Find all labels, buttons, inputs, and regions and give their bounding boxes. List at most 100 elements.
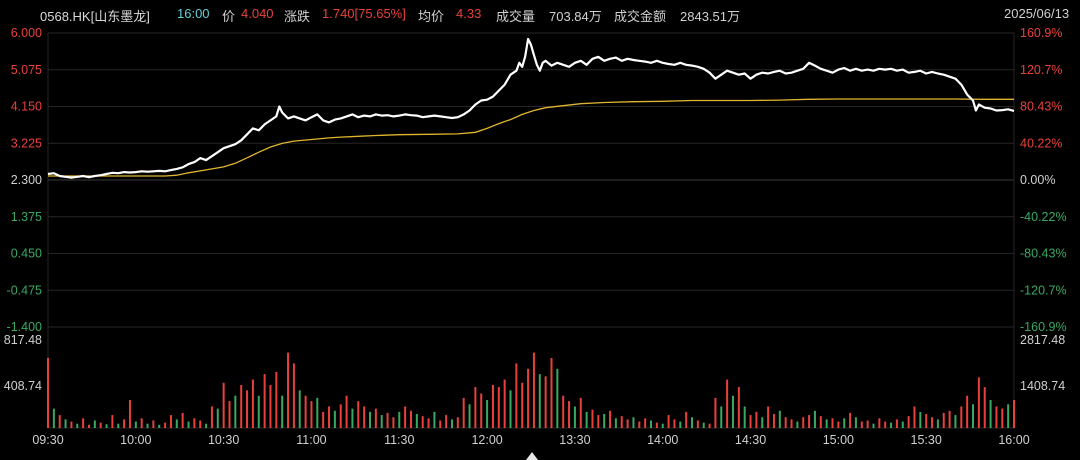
volume-bar [468,404,471,428]
percent-tick-label: 120.7% [1020,63,1062,77]
volume-bar [216,408,219,428]
volume-bar [831,418,834,428]
volume-bar [328,406,331,428]
volume-bar [181,412,184,428]
volume-bar [64,419,67,428]
avg-value: 4.33 [456,6,482,21]
volume-bar [960,406,963,428]
volume-bar [246,390,249,428]
time-tick-label: 15:30 [911,433,942,447]
volume-bar [632,417,635,428]
volume-bar [895,419,898,428]
right-percent-axis: 160.9% 120.7% 80.43% 40.22% 0.00% -40.22% -80.… [1020,26,1067,334]
volume-bar [99,422,102,428]
price-label: 价 [222,9,236,24]
volume-bar [322,411,325,428]
volume-bar [931,417,934,428]
volume-bar [901,421,904,428]
volume-bar [257,395,260,428]
volume-bar [427,418,430,428]
volume-bar [503,379,506,428]
volume-bar [1013,400,1015,428]
quote-header: 0568.HK[山东墨龙] 16:00 价 4.040 涨跌 1.740[75.… [0,0,1080,24]
price-tick-label: 5.075 [11,63,42,77]
volume-bar [486,400,489,428]
volume-bar [404,406,407,428]
volume-bar [275,372,278,428]
time-tick-label: 11:30 [384,433,414,447]
volume-bar [878,418,881,428]
volume-bar [1001,408,1004,428]
time-tick-label: 14:00 [647,433,678,447]
volume-bar [439,420,442,428]
volume-bar [966,395,969,428]
volume-bar [210,406,213,428]
time-tick-label: 10:00 [120,433,151,447]
volume-tick-label: 1408.74 [1020,379,1065,393]
volume-bar [128,400,131,428]
volume-bar [544,376,547,428]
volume-bar [673,419,676,428]
quote-time: 16:00 [177,6,210,21]
time-tick-label: 12:00 [471,433,502,447]
volume-bar [538,374,541,428]
volume-bar [345,395,348,428]
volume-bar [70,421,73,428]
volume-bar [450,419,453,428]
volume-bar [650,420,653,428]
volume-bar [152,420,155,428]
volume-bar [117,423,120,428]
volume-bar [837,421,840,428]
volume-bar [281,395,284,428]
stock-symbol[interactable]: 0568.HK[山东墨龙] [40,9,150,24]
volume-bar [509,390,512,428]
volume-bar [696,420,699,428]
volume-bar [140,418,143,428]
volume-bar [456,417,459,428]
volume-bar [398,411,401,428]
volume-bar [977,377,980,428]
change-label: 涨跌 [284,9,311,24]
volume-bar [556,368,559,428]
volume-bar [515,363,518,428]
volume-bar [480,393,483,428]
price-tick-label: 4.150 [11,100,42,114]
volume-bar [661,423,664,428]
volume-bar [808,415,811,428]
volume-bar [983,387,986,428]
volume-bar [164,422,167,428]
volume-bar [269,384,272,428]
volume-bar [954,415,957,428]
volume-bar [386,412,389,428]
volume-bar [105,424,108,428]
volume-bar [474,387,477,428]
volume-bar [298,390,301,428]
percent-tick-label: 160.9% [1020,26,1062,40]
volume-bar [415,414,418,428]
volume-bar [849,412,852,428]
volume-bar [614,418,617,428]
volume-bar [568,401,571,428]
volume-bar [497,387,500,428]
volume-bar [421,416,424,428]
volume-bar [240,384,243,428]
volume-bar [720,406,723,428]
volume-bar [948,410,951,428]
volume-bar [767,406,770,428]
volume-bar [287,352,290,428]
volume-bar [749,415,752,428]
volume-axis: 817.48 408.74 2817.48 1408.74 [4,333,1065,393]
volume-bar [907,416,910,428]
percent-tick-label: -40.22% [1020,210,1067,224]
volume-bar [550,358,553,428]
avg-label: 均价 [418,9,445,24]
percent-tick-label: -80.43% [1020,247,1067,261]
volume-bar [316,397,319,428]
volume-bar [333,410,336,428]
volume-tick-label: 408.74 [4,379,42,393]
price-line [47,37,1015,179]
volume-bar [995,406,998,428]
scroll-caret-icon[interactable] [526,452,538,460]
time-tick-label: 11:00 [296,433,326,447]
